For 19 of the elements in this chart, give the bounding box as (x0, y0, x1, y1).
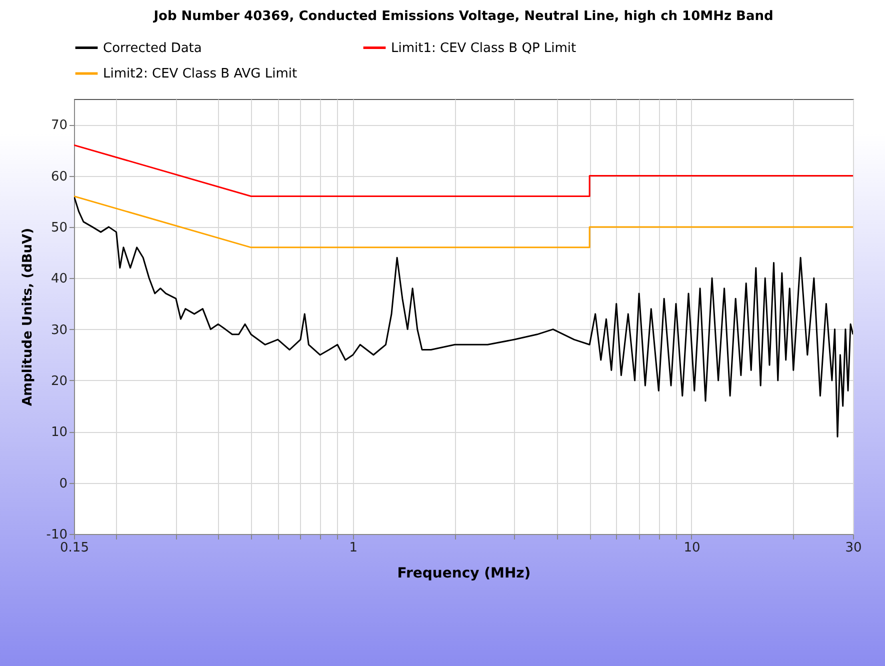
x-tick-label: 10 (684, 540, 700, 556)
x-tick-label: 0.15 (60, 540, 89, 556)
legend-label: Limit2: CEV Class B AVG Limit (103, 66, 298, 82)
chart-title: Job Number 40369, Conducted Emissions Voltage, Neutral Line, high ch 10MHz Band (152, 9, 774, 24)
y-tick-label: 50 (50, 220, 68, 236)
y-tick-label: 0 (59, 476, 68, 492)
x-tick-label: 1 (349, 540, 358, 556)
y-tick-label: -10 (46, 528, 68, 542)
y-tick-label: 30 (50, 322, 68, 338)
x-tick-label: 30 (845, 540, 862, 556)
x-axis-title: Frequency (MHz) (397, 566, 531, 582)
y-tick-label: 40 (50, 272, 68, 287)
y-tick-label: 70 (50, 118, 68, 134)
legend-label: Corrected Data (103, 40, 202, 56)
y-tick-label: 10 (50, 425, 68, 440)
legend-label: Limit1: CEV Class B QP Limit (391, 40, 576, 56)
y-tick-label: 60 (50, 169, 68, 184)
y-tick-label: 20 (50, 374, 68, 389)
y-axis-title: Amplitude Units, (dBuV) (20, 228, 36, 406)
